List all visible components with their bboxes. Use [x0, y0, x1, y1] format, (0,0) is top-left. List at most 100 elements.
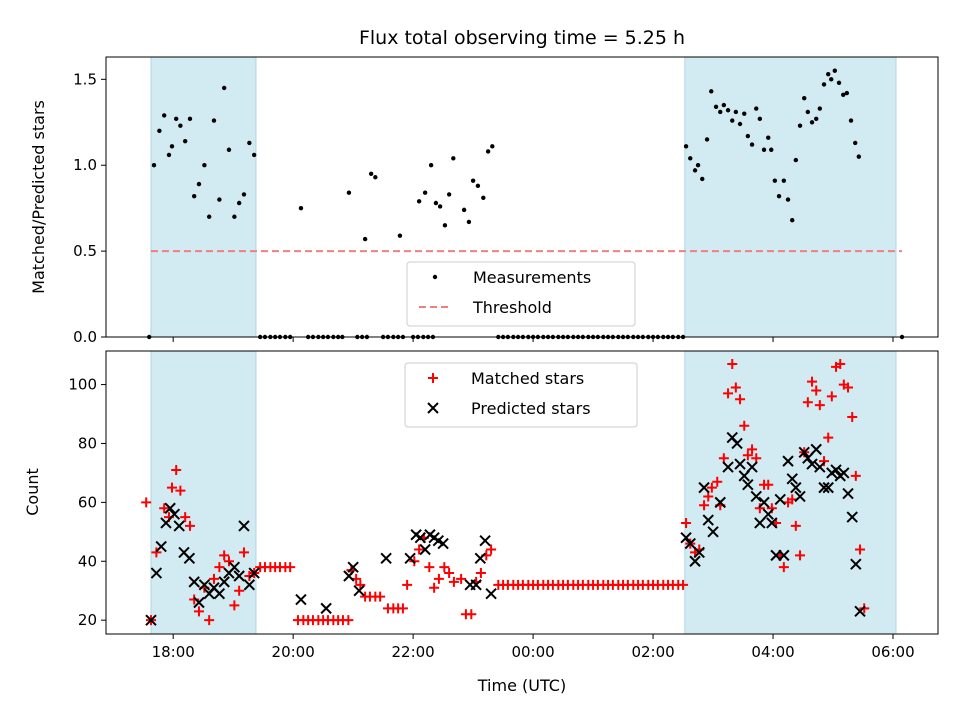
measurement-point [169, 144, 175, 149]
measurement-point [733, 109, 739, 115]
measurement-point [157, 128, 162, 134]
measurement-point [856, 154, 862, 159]
matched-star-marker [681, 517, 692, 528]
count-plot-frame [105, 350, 939, 635]
measurement-point [809, 120, 815, 125]
measurement-point [742, 111, 747, 116]
measurement-point [373, 175, 378, 180]
ratio-y-axis-label: Matched/Predicted stars [29, 100, 48, 294]
count-legend: Matched stars Predicted stars [404, 362, 638, 428]
predicted-star-marker [794, 490, 806, 503]
measurement-point [151, 163, 157, 168]
matched-star-marker [343, 615, 354, 626]
predicted-star-marker [183, 552, 196, 565]
predicted-star-marker [680, 531, 692, 544]
ratio-panel: 0.0 0.5 1.0 1.5 Matched/Predicted stars Mea… [29, 56, 939, 346]
matched-star-marker [204, 615, 215, 626]
x-tick-label: 02:00 [631, 643, 674, 661]
measurement-point [251, 152, 257, 158]
x-tick-label: 18:00 [152, 643, 195, 661]
measurement-point [695, 163, 701, 168]
predicted-star-marker [754, 517, 766, 529]
predicted-star-marker [193, 596, 205, 609]
y-tick-label: 0.5 [73, 242, 97, 260]
legend-label: Measurements [473, 268, 591, 287]
measurement-point [766, 135, 771, 140]
predicted-star-marker [474, 552, 487, 565]
measurement-point [826, 71, 831, 77]
measurement-point [718, 109, 723, 115]
matched-star-marker [397, 603, 408, 614]
matched-star-marker [223, 556, 234, 567]
measurement-point [700, 176, 705, 182]
matched-star-marker [402, 579, 413, 590]
predicted-star-marker [806, 458, 818, 470]
x-tick-label: 06:00 [871, 643, 914, 661]
measurement-point [397, 233, 403, 238]
predicted-star-marker [380, 552, 392, 565]
matched-star-marker [166, 482, 177, 493]
measurement-point [704, 137, 710, 142]
measurement-point [721, 102, 727, 108]
predicted-star-marker [168, 508, 181, 520]
predicted-star-marker [145, 614, 157, 626]
predicted-star-marker [802, 452, 814, 464]
measurement-point [416, 199, 422, 204]
predicted-star-marker [228, 561, 241, 573]
measurement-point [236, 200, 242, 206]
measurement-point [475, 183, 481, 189]
measurement-point [785, 197, 791, 202]
count-y-axis-label: Count [23, 468, 42, 516]
predicted-star-marker [846, 511, 858, 523]
matched-star-marker [439, 562, 450, 573]
measurement-point [797, 123, 803, 128]
matched-star-marker [802, 397, 813, 408]
matched-star-marker [742, 450, 753, 461]
predicted-star-marker [213, 587, 226, 600]
matched-star-marker [811, 385, 822, 396]
measurement-point [853, 140, 858, 146]
measurement-point [173, 116, 179, 122]
matched-star-marker [159, 503, 170, 514]
measurement-point [481, 195, 486, 201]
matched-star-marker [739, 420, 750, 431]
measurement-point [433, 200, 439, 206]
predicted-star-marker [786, 473, 798, 485]
matched-star-marker [706, 482, 717, 493]
predicted-star-marker [758, 496, 770, 509]
count-panel: 20 40 60 80 100 18:00 20:00 22:00 00:00 02:00 04:… [23, 350, 939, 661]
measurement-point [428, 163, 434, 168]
predicted-star-marker [838, 467, 850, 479]
measurement-point [178, 123, 183, 128]
predicted-star-marker [698, 481, 710, 494]
measurement-point [802, 96, 807, 101]
measurement-point [217, 197, 222, 202]
predicted-star-marker [746, 461, 758, 473]
predicted-star-marker [218, 576, 230, 588]
matched-star-marker [678, 579, 689, 590]
matched-star-marker [754, 503, 765, 514]
predicted-star-marker [854, 605, 866, 618]
measurement-point [829, 77, 834, 82]
measurement-point [772, 178, 778, 183]
predicted-star-marker [810, 443, 822, 456]
predicted-star-marker [742, 478, 754, 491]
measurement-point [437, 204, 443, 209]
measurement-point [187, 116, 193, 122]
measurement-point [247, 140, 252, 146]
measurement-point [298, 205, 304, 211]
predicted-star-marker [850, 558, 862, 570]
legend-dot-swatch [432, 274, 438, 280]
measurement-point [683, 144, 689, 149]
predicted-star-marker [818, 481, 830, 494]
predicted-star-marker [822, 481, 834, 494]
measurement-point [757, 116, 763, 122]
predicted-star-marker [707, 526, 719, 538]
measurement-point [191, 193, 197, 199]
matched-star-marker [466, 609, 477, 620]
x-axis-label: Time (UTC) [477, 676, 566, 695]
matched-star-marker [375, 591, 386, 602]
matched-star-marker [814, 400, 825, 411]
matched-star-marker [790, 520, 801, 531]
predicted-star-marker [790, 481, 802, 494]
